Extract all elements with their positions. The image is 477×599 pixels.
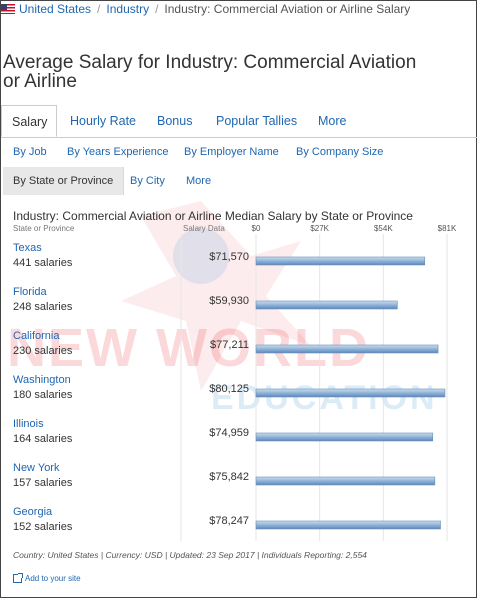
x-tick-label: $0 — [251, 224, 261, 233]
tab-popular-tallies[interactable]: Popular Tallies — [216, 114, 298, 128]
data-label: $74,959 — [209, 427, 249, 439]
state-name-link[interactable]: California — [13, 330, 60, 342]
subnav-by-years-experience[interactable]: By Years Experience — [67, 146, 169, 158]
data-label: $78,247 — [209, 515, 249, 527]
tab-salary[interactable]: Salary — [1, 105, 57, 137]
row-label: Florida 248 salaries — [13, 285, 72, 315]
row-label: California 230 salaries — [13, 329, 72, 359]
bar — [255, 300, 398, 310]
add-to-site-label: Add to your site — [25, 574, 81, 583]
bar — [255, 256, 426, 266]
chart-title: Industry: Commercial Aviation or Airline… — [13, 209, 413, 223]
subnav-by-employer-name[interactable]: By Employer Name — [184, 146, 279, 158]
breadcrumb-current: Industry: Commercial Aviation or Airline… — [164, 2, 411, 16]
state-name-link[interactable]: Washington — [13, 374, 71, 386]
breadcrumb-separator: / — [155, 2, 159, 16]
subnav-by-state-or-province[interactable]: By State or Province — [3, 167, 125, 195]
breadcrumb-industry[interactable]: Industry — [106, 2, 150, 16]
add-to-site-link[interactable]: Add to your site — [13, 573, 81, 583]
bar — [255, 476, 436, 486]
bar — [255, 388, 446, 398]
column-header-state: State or Province — [13, 224, 75, 233]
tab-bonus[interactable]: Bonus — [157, 114, 193, 128]
subnav-row-1: By Job By Years Experience By Employer N… — [1, 138, 477, 166]
chart-footnote: Country: United States | Currency: USD |… — [13, 550, 367, 560]
embed-icon — [13, 573, 23, 583]
subnav-by-city[interactable]: By City — [130, 175, 165, 187]
salary-count: 180 salaries — [13, 389, 73, 401]
bar — [255, 520, 441, 530]
breadcrumb: United States / Industry / Industry: Commerc… — [1, 1, 410, 17]
subnav-row-2: By State or Province By City More — [1, 167, 477, 195]
salary-count: 230 salaries — [13, 345, 73, 357]
data-label: $59,930 — [209, 295, 249, 307]
x-tick-label: $54K — [373, 224, 393, 233]
column-header-salary-data: Salary Data — [183, 224, 225, 233]
bar — [255, 432, 434, 442]
state-name-link[interactable]: New York — [13, 462, 60, 474]
row-label: Texas 441 salaries — [13, 241, 72, 271]
data-label: $77,211 — [210, 339, 249, 351]
state-name-link[interactable]: Texas — [13, 242, 42, 254]
us-flag-icon — [1, 4, 15, 14]
tab-bar: Salary Hourly Rate Bonus Popular Tallies… — [1, 105, 477, 138]
data-label: $75,842 — [209, 471, 249, 483]
state-name-link[interactable]: Georgia — [13, 506, 53, 518]
row-label: New York 157 salaries — [13, 461, 72, 491]
x-tick-label: $81K — [437, 224, 457, 233]
breadcrumb-separator: / — [97, 2, 101, 16]
subnav-by-job[interactable]: By Job — [13, 146, 47, 158]
x-tick-label: $27K — [310, 224, 329, 233]
tab-hourly-rate[interactable]: Hourly Rate — [70, 114, 136, 128]
row-label: Illinois 164 salaries — [13, 417, 72, 447]
breadcrumb-united-states[interactable]: United States — [19, 2, 92, 16]
salary-count: 164 salaries — [13, 433, 73, 445]
subnav-more[interactable]: More — [186, 175, 212, 187]
salary-count: 441 salaries — [13, 257, 73, 269]
row-label: Washington 180 salaries — [13, 373, 72, 403]
bar — [255, 344, 439, 354]
salary-count: 248 salaries — [13, 301, 73, 313]
salary-count: 157 salaries — [13, 477, 73, 489]
data-label: $71,570 — [209, 251, 249, 263]
state-name-link[interactable]: Illinois — [13, 418, 44, 430]
tab-more[interactable]: More — [318, 114, 347, 128]
data-label: $80,125 — [209, 383, 249, 395]
salary-count: 152 salaries — [13, 521, 73, 533]
state-name-link[interactable]: Florida — [13, 286, 47, 298]
row-label: Georgia 152 salaries — [13, 505, 72, 535]
page-title: Average Salary for Industry: Commercial … — [3, 52, 417, 92]
subnav-by-company-size[interactable]: By Company Size — [296, 146, 384, 158]
